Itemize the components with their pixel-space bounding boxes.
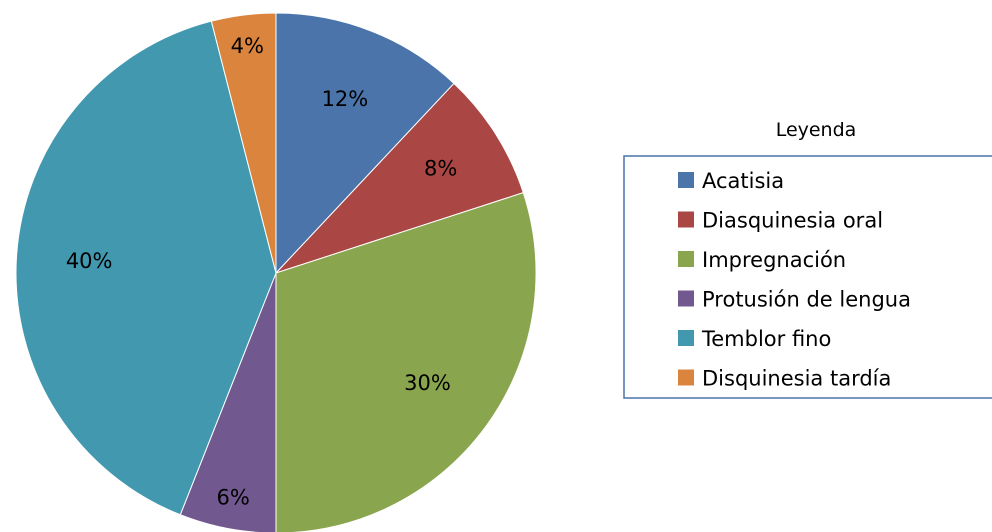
legend: Leyenda Acatisia Diasquinesia oral Impregn…	[623, 119, 992, 399]
legend-swatch	[678, 369, 694, 386]
legend-title: Leyenda	[776, 119, 857, 141]
legend-swatch	[678, 211, 694, 228]
slice-data-label: 6%	[216, 486, 249, 510]
legend-box	[623, 155, 992, 399]
slice-data-label: 8%	[424, 157, 457, 181]
pie-slice-disquinesia-tard-a	[210, 12, 277, 274]
pie-slice-diasquinesia-oral	[275, 82, 524, 274]
slice-data-label: 4%	[231, 34, 264, 58]
pie-slice-labels: 12% 8% 30% 6% 40% 4%	[66, 34, 457, 510]
legend-label: Protusión de lengua	[702, 288, 911, 312]
legend-label: Temblor fino	[701, 327, 831, 351]
slice-data-label: 30%	[404, 371, 451, 395]
pie-slice-temblor-fino	[15, 20, 277, 516]
legend-label: Disquinesia tardía	[702, 367, 891, 391]
legend-items: Acatisia Diasquinesia oral Impregnación Pro…	[678, 169, 911, 391]
legend-label: Diasquinesia oral	[702, 209, 883, 233]
legend-label: Acatisia	[702, 169, 784, 193]
pie-slices	[15, 12, 537, 532]
legend-swatch	[678, 251, 694, 267]
pie-slice-acatisia	[275, 12, 455, 275]
slice-data-label: 12%	[322, 87, 369, 111]
slice-data-label: 40%	[66, 249, 113, 273]
legend-swatch	[678, 290, 694, 307]
pie-slice-impregnaci-n	[275, 192, 537, 532]
legend-label: Impregnación	[702, 248, 846, 272]
legend-swatch	[678, 172, 694, 188]
legend-swatch	[678, 330, 694, 346]
